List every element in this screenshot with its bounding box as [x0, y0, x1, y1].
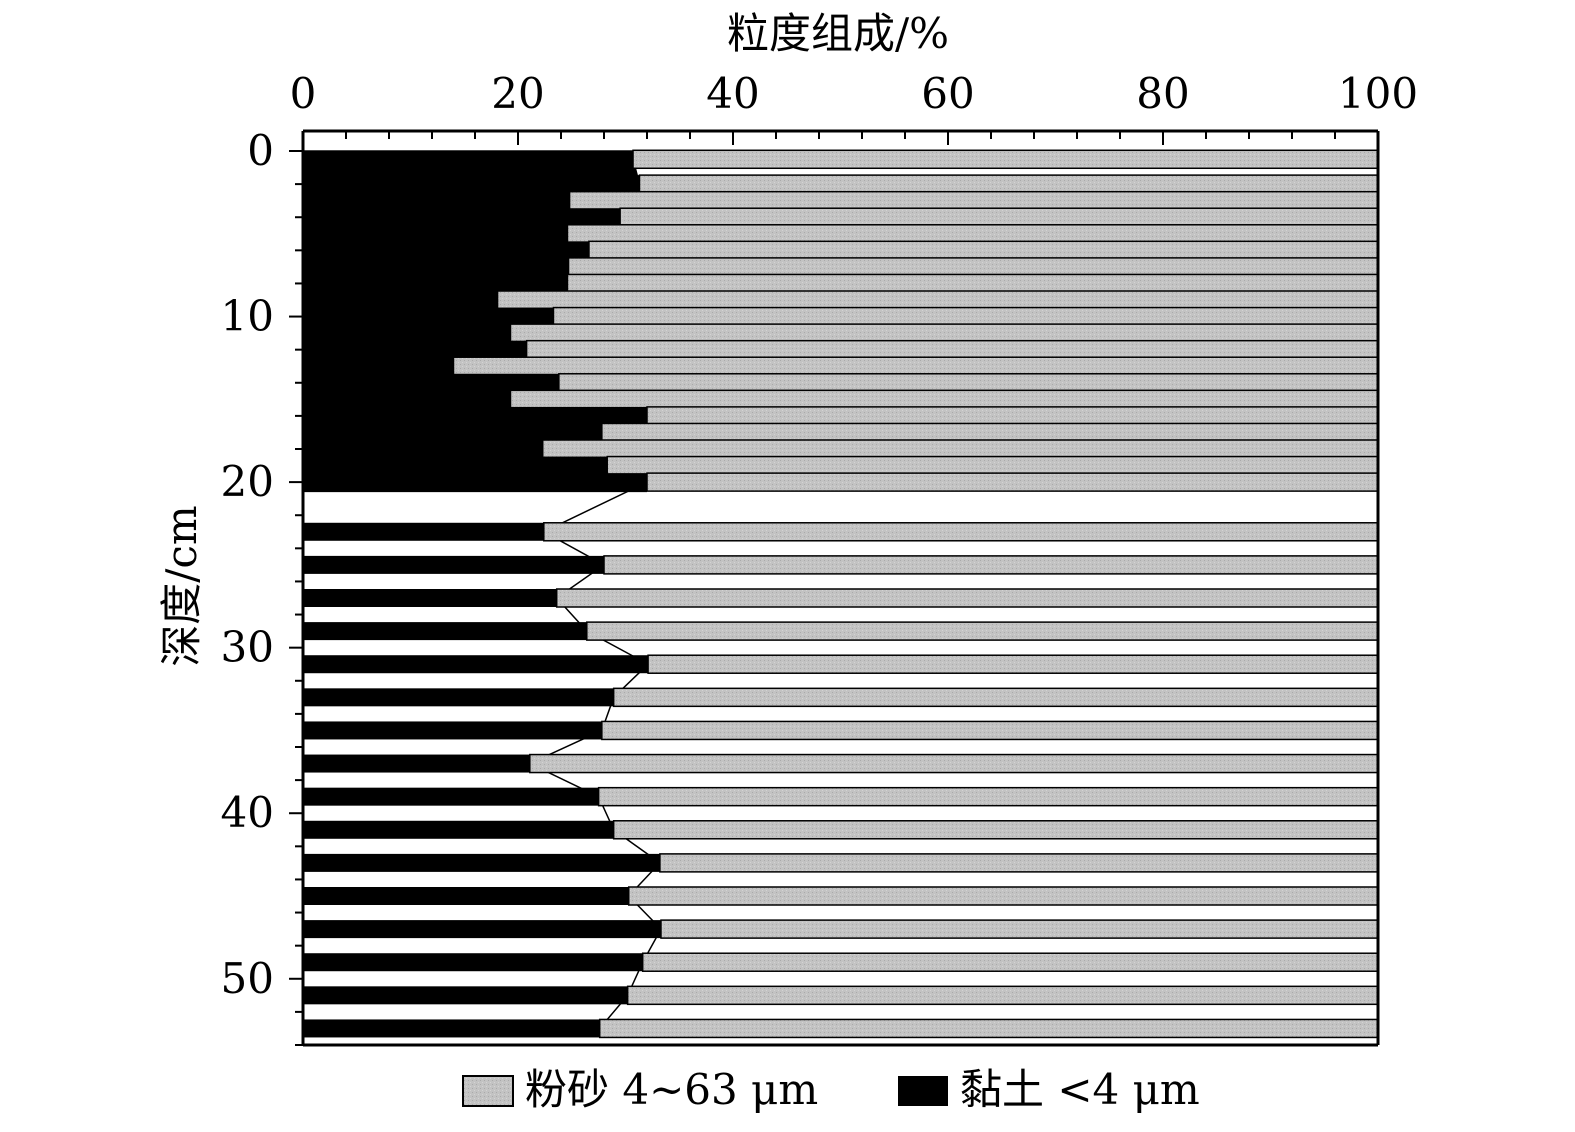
bar-clay — [303, 853, 660, 872]
bar-silt — [541, 439, 1379, 459]
bar-silt — [568, 190, 1379, 211]
bar-silt — [586, 621, 1379, 641]
bar-silt — [509, 323, 1379, 343]
bar-clay — [303, 390, 511, 409]
bar-clay — [303, 150, 634, 169]
svg-text:深度/cm: 深度/cm — [157, 505, 206, 667]
bar-clay — [303, 522, 544, 541]
bar-clay — [303, 423, 602, 442]
bar-silt — [619, 207, 1379, 227]
bar-silt — [566, 224, 1379, 244]
bar-silt — [646, 472, 1379, 492]
y-tick-label: 50 — [221, 954, 274, 1003]
y-tick-label: 30 — [221, 623, 274, 672]
legend-swatch-clay — [898, 1076, 948, 1106]
bar-clay — [303, 307, 554, 326]
bar-silt — [606, 455, 1379, 476]
bar-clay — [303, 688, 614, 707]
bar-silt — [529, 753, 1379, 774]
bar-silt — [597, 786, 1379, 807]
bar-clay — [303, 920, 661, 939]
bar-silt — [626, 985, 1379, 1006]
bar-clay — [303, 406, 647, 425]
bar-silt — [659, 853, 1379, 873]
legend-label-clay: 黏土 <4 μm — [960, 1065, 1200, 1114]
legend-label-silt: 粉砂 4~63 μm — [525, 1065, 818, 1114]
bar-clay — [303, 440, 543, 458]
plot-area — [303, 149, 1379, 1039]
bar-clay — [303, 257, 569, 276]
x-tick-label: 20 — [491, 69, 544, 118]
bar-silt — [555, 588, 1379, 608]
bar-silt — [496, 290, 1379, 310]
bar-clay — [303, 291, 498, 309]
bar-clay — [303, 787, 599, 806]
x-tick-label: 100 — [1338, 69, 1418, 118]
bar-silt — [612, 820, 1379, 840]
y-tick-label: 10 — [221, 292, 274, 341]
bar-clay — [303, 208, 621, 227]
bar-silt — [543, 522, 1379, 542]
bar-clay — [303, 555, 604, 574]
bar-silt — [598, 1018, 1379, 1039]
bar-silt — [647, 654, 1379, 674]
bar-clay — [303, 175, 640, 194]
x-tick-label: 80 — [1136, 69, 1189, 118]
bar-silt — [627, 886, 1379, 906]
bar-silt — [567, 257, 1379, 277]
y-axis-title: 深度/cm — [157, 505, 206, 667]
bar-clay — [303, 655, 649, 674]
bar-clay — [303, 986, 628, 1005]
bar-clay — [303, 754, 530, 773]
bar-clay — [303, 1019, 600, 1038]
bar-clay — [303, 820, 614, 839]
bar-clay — [303, 373, 559, 392]
bar-silt — [566, 273, 1379, 294]
bar-silt — [612, 687, 1379, 708]
bar-silt — [588, 240, 1379, 261]
axes: 0 20 40 60 80 100 0 10 20 30 40 50 — [221, 69, 1418, 1047]
y-tick-label: 40 — [221, 788, 274, 837]
x-axis-title: 粒度组成/% — [727, 9, 949, 58]
bar-silt — [558, 373, 1379, 393]
bar-clay — [303, 357, 454, 376]
bar-silt — [603, 555, 1379, 575]
bar-clay — [303, 274, 568, 293]
bar-silt — [646, 406, 1379, 426]
x-tick-label: 40 — [706, 69, 759, 118]
y-tick-label: 0 — [247, 126, 274, 175]
bar-silt — [632, 149, 1379, 170]
bar-clay — [303, 887, 629, 905]
legend: 粉砂 4~63 μm 黏土 <4 μm — [462, 1065, 1200, 1114]
bar-clay — [303, 241, 589, 260]
bar-silt — [525, 339, 1379, 360]
bar-clay — [303, 224, 568, 243]
bar-silt — [601, 720, 1379, 741]
bar-clay — [303, 721, 602, 740]
bar-silt — [552, 306, 1379, 327]
bar-silt — [641, 952, 1379, 972]
bar-clay — [303, 340, 527, 359]
bar-silt — [601, 422, 1379, 443]
bar-clay — [303, 589, 557, 607]
bar-clay — [303, 473, 647, 492]
bar-silt — [509, 389, 1379, 410]
bar-clay — [303, 622, 587, 641]
bar-clay — [303, 324, 511, 343]
bar-silt — [638, 174, 1379, 194]
bar-clay — [303, 191, 570, 210]
bar-silt — [452, 356, 1379, 376]
bar-silt — [660, 919, 1379, 939]
x-tick-label: 60 — [921, 69, 974, 118]
y-tick-label: 20 — [221, 457, 274, 506]
bar-clay — [303, 953, 643, 972]
legend-swatch-silt — [462, 1075, 514, 1107]
x-tick-label: 0 — [290, 69, 317, 118]
bar-clay — [303, 456, 608, 475]
